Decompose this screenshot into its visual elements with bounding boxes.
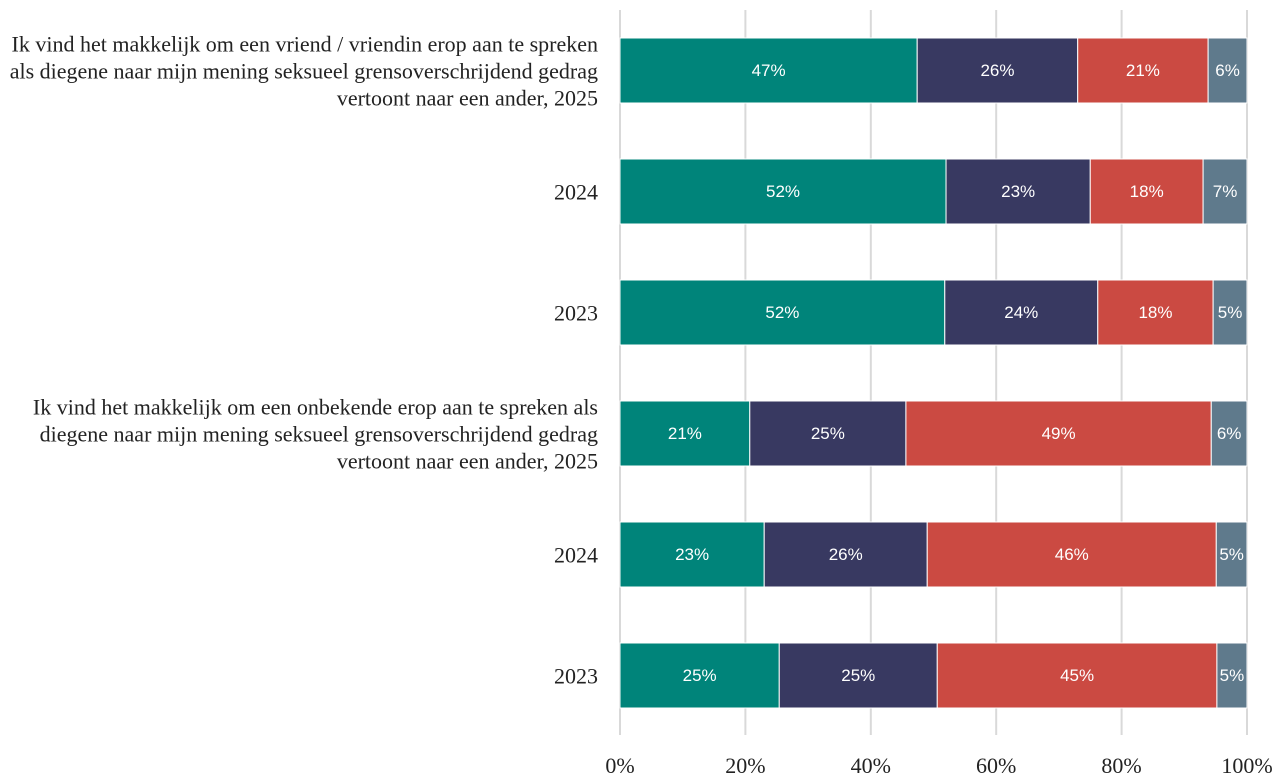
value-label: 6% <box>1215 61 1240 80</box>
category-label: Ik vind het makkelijk om een vriend / vr… <box>9 31 598 110</box>
value-label: 5% <box>1218 303 1243 322</box>
bar-segment <box>619 37 918 104</box>
category-label: 2023 <box>554 300 598 325</box>
value-label: 26% <box>829 545 863 564</box>
value-label: 23% <box>1001 182 1035 201</box>
bar-segment <box>1202 158 1248 225</box>
bar-segment <box>1089 158 1204 225</box>
bar-segment <box>926 521 1217 588</box>
value-label: 45% <box>1060 666 1094 685</box>
bar-segment <box>749 400 907 467</box>
bar-segment <box>619 279 946 346</box>
x-tick-label: 40% <box>851 753 891 778</box>
x-tick-label: 60% <box>976 753 1016 778</box>
value-label: 23% <box>675 545 709 564</box>
category-label: 2024 <box>554 542 598 567</box>
x-tick-label: 0% <box>605 753 634 778</box>
value-label: 25% <box>841 666 875 685</box>
bar-segment <box>905 400 1212 467</box>
bar-segment <box>944 279 1099 346</box>
bar-segment <box>1212 279 1248 346</box>
value-label: 5% <box>1219 545 1244 564</box>
bar-segment <box>763 521 928 588</box>
value-label: 21% <box>668 424 702 443</box>
value-label: 25% <box>811 424 845 443</box>
value-label: 26% <box>980 61 1014 80</box>
value-label: 47% <box>752 61 786 80</box>
value-label: 46% <box>1055 545 1089 564</box>
value-label: 25% <box>683 666 717 685</box>
bar-segment <box>619 642 780 709</box>
value-label: 7% <box>1213 182 1238 201</box>
value-label: 5% <box>1220 666 1245 685</box>
bar-segment <box>1210 400 1248 467</box>
bar-segment <box>1215 521 1248 588</box>
x-tick-label: 20% <box>725 753 765 778</box>
value-label: 24% <box>1004 303 1038 322</box>
bar-segment <box>619 400 751 467</box>
bar-segment <box>619 158 947 225</box>
category-label: 2024 <box>554 179 598 204</box>
value-label: 52% <box>766 182 800 201</box>
bar-segment <box>1216 642 1248 709</box>
bar-segment <box>1077 37 1209 104</box>
value-label: 6% <box>1217 424 1242 443</box>
x-tick-label: 80% <box>1101 753 1141 778</box>
bar-segment <box>936 642 1218 709</box>
value-label: 21% <box>1126 61 1160 80</box>
value-label: 18% <box>1138 303 1172 322</box>
value-label: 52% <box>765 303 799 322</box>
value-label: 49% <box>1042 424 1076 443</box>
bar-segment <box>1207 37 1248 104</box>
bar-segment <box>945 158 1091 225</box>
value-label: 18% <box>1130 182 1164 201</box>
category-label: 2023 <box>554 663 598 688</box>
bar-segment <box>778 642 938 709</box>
category-label: Ik vind het makkelijk om een onbekende e… <box>32 394 598 473</box>
x-tick-label: 100% <box>1221 753 1272 778</box>
